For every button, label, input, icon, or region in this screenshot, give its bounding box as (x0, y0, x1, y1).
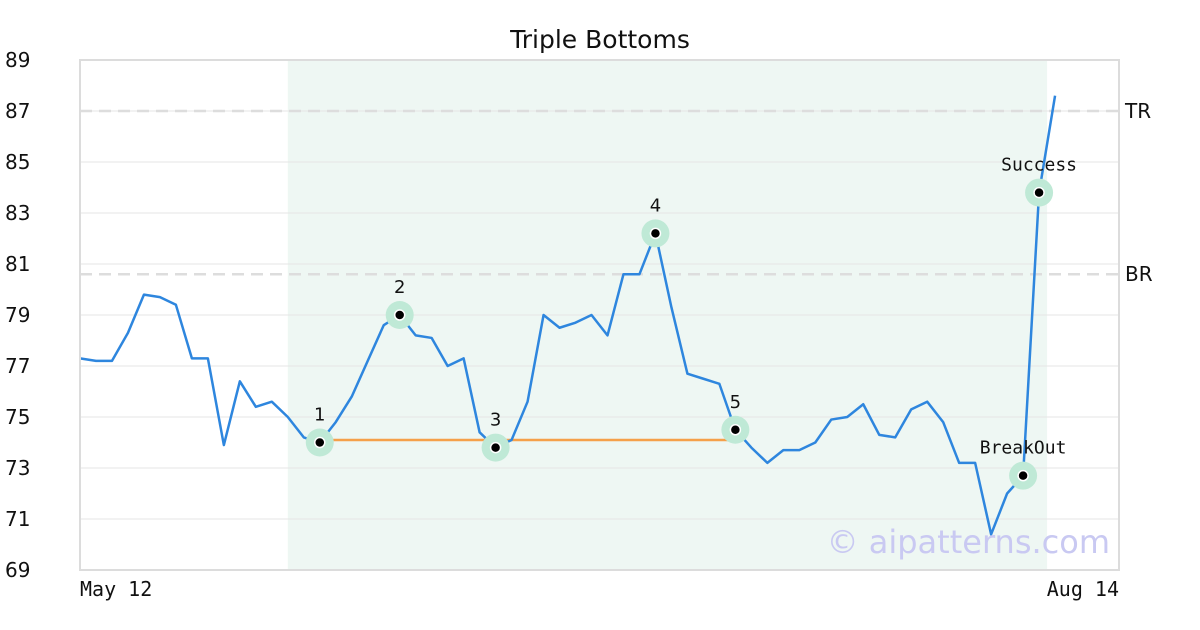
plot-frame (79, 59, 1120, 571)
y-tick-label: 81 (5, 252, 30, 276)
reference-line-label: BR (1125, 262, 1153, 286)
y-tick-label: 73 (5, 456, 30, 480)
pattern-point-label: 3 (490, 410, 501, 431)
reference-lines-layer: TR BR (80, 99, 1153, 286)
pattern-point-label: 5 (730, 392, 741, 413)
y-tick-label: 77 (5, 354, 30, 378)
watermark-text: © aipatterns.com (827, 523, 1110, 561)
event-point-dot (1017, 469, 1029, 482)
pattern-point-label: 2 (394, 277, 405, 298)
y-tick-label: 79 (5, 303, 30, 327)
pattern-point-dot (489, 441, 502, 454)
event-point-dot (1033, 186, 1045, 199)
pattern-point-dot (729, 424, 742, 436)
chart-title: Triple Bottoms (509, 25, 690, 54)
y-tick-labels: 69 71 73 75 77 79 81 83 85 87 89 (5, 48, 30, 582)
x-tick-label: Aug 14 (1047, 577, 1119, 601)
pattern-point-label: 1 (314, 405, 325, 426)
y-tick-label: 83 (5, 201, 30, 225)
x-tick-label: May 12 (80, 577, 152, 601)
pattern-point-label: 4 (650, 195, 661, 216)
pattern-point-dot (314, 436, 326, 449)
x-tick-labels: May 12 Aug 14 (80, 577, 1119, 601)
price-series-line (79, 95, 1057, 536)
event-point-label: BreakOut (980, 438, 1067, 459)
pattern-point-dot (393, 309, 406, 321)
reference-line-label: TR (1124, 99, 1151, 123)
markers-layer: 1 2 3 4 5 BreakOut Success (305, 155, 1077, 490)
event-point-label: Success (1001, 155, 1077, 176)
y-tick-label: 75 (5, 405, 30, 429)
pattern-point-dot (649, 227, 662, 240)
y-tick-label: 69 (5, 558, 30, 582)
series-layer (79, 95, 1057, 536)
y-tick-label: 71 (5, 507, 30, 531)
y-tick-label: 87 (5, 99, 30, 123)
y-tick-label: 89 (5, 48, 30, 72)
y-tick-label: 85 (5, 150, 30, 174)
